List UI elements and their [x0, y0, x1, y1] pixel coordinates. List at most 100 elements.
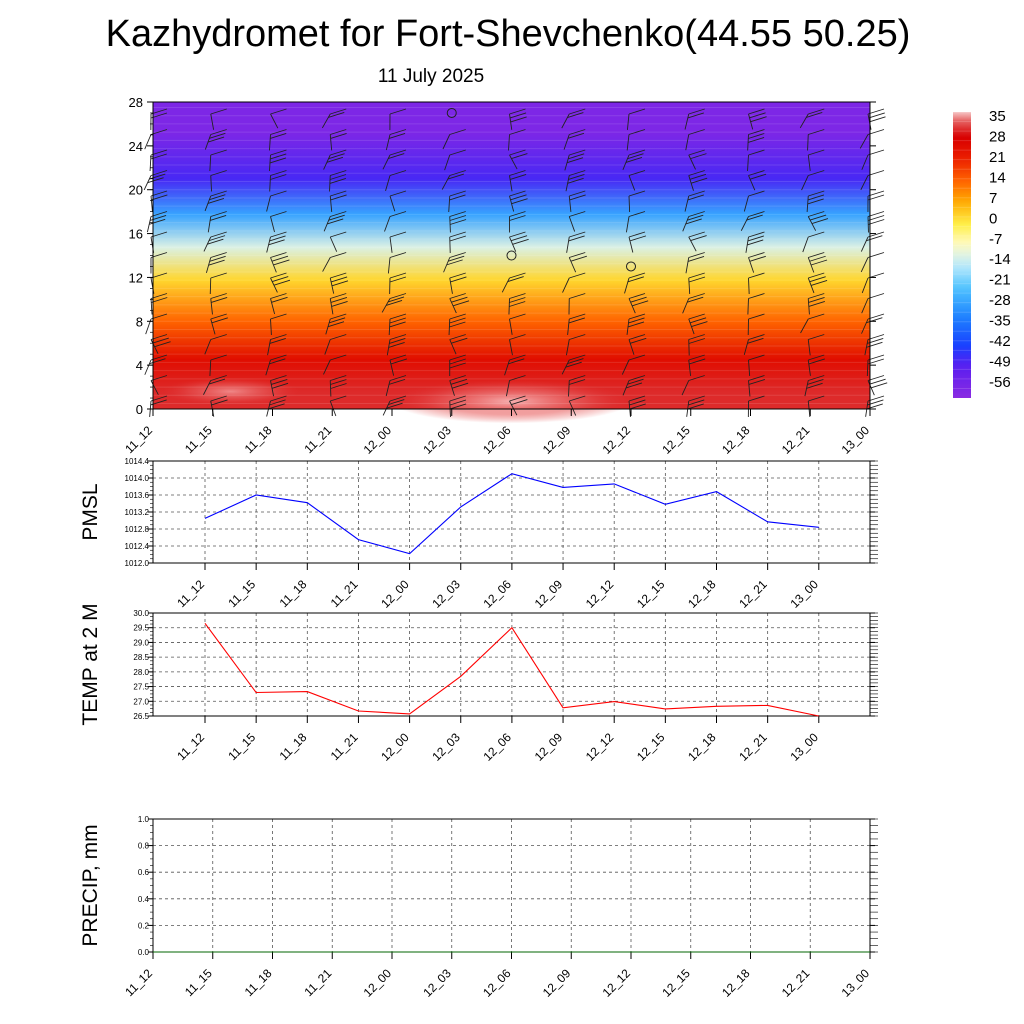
wind-barb — [802, 231, 825, 253]
wind-barb — [565, 170, 586, 192]
wind-barb — [682, 211, 705, 232]
wind-barb — [389, 231, 407, 253]
wind-barb — [144, 129, 168, 150]
wind-barb — [385, 129, 407, 151]
colorbar-label: 14 — [989, 169, 1006, 186]
colorbar-label: 21 — [989, 149, 1006, 166]
x-tick-label: 12_00 — [378, 730, 412, 764]
x-tick-label: 12_12 — [600, 423, 634, 457]
wind-barb — [807, 149, 825, 171]
wind-barb — [387, 252, 407, 274]
wind-barb — [209, 354, 227, 377]
colorbar-label: -42 — [989, 333, 1011, 350]
y-tick-label: 30.0 — [133, 609, 149, 618]
wind-barb — [509, 211, 526, 233]
y-tick-label: 1013.2 — [125, 508, 150, 517]
wind-barb — [626, 108, 646, 130]
wind-barb — [270, 252, 290, 273]
x-tick-label: 11_18 — [242, 423, 275, 456]
wind-barb — [323, 149, 347, 170]
y-tick-label: 8 — [136, 314, 143, 329]
wind-barb — [688, 313, 708, 335]
x-tick-label: 11_12 — [122, 423, 155, 456]
wind-barb — [267, 334, 287, 356]
wind-barb — [381, 293, 407, 313]
wind-barb — [207, 211, 227, 233]
wind-barb — [682, 293, 705, 314]
wind-barb — [144, 354, 168, 375]
wind-barb — [624, 272, 646, 294]
x-tick-label: 12_03 — [429, 577, 463, 611]
x-tick-label: 11_12 — [174, 730, 207, 763]
colorbar-gradient — [953, 112, 971, 398]
wind-barb — [688, 272, 706, 294]
wind-barb — [748, 272, 765, 295]
wind-barb — [861, 293, 885, 314]
wind-barb — [205, 252, 227, 274]
wind-barb — [210, 313, 228, 335]
wind-barb — [204, 129, 227, 150]
wind-barb — [807, 334, 825, 356]
wind-barb — [210, 108, 227, 130]
wind-barb — [150, 108, 168, 131]
wind-barb — [509, 149, 528, 170]
colorbar-label: -7 — [989, 231, 1002, 248]
x-tick-label: 12_00 — [361, 423, 395, 457]
wind-barb — [860, 231, 885, 252]
y-tick-label: 26.5 — [133, 712, 149, 721]
wind-barb — [867, 190, 885, 213]
wind-barb — [265, 354, 287, 376]
wind-barb — [209, 272, 227, 295]
x-tick-label: 12_15 — [659, 423, 693, 457]
wind-barb — [747, 293, 765, 315]
wind-barb — [448, 313, 466, 336]
y-tick-label: 16 — [129, 227, 143, 242]
calm-circle — [506, 250, 517, 261]
colorbar: 35 28 21 14 7 0 -7 -14 -21 -28 -35 -42 -49 -56 — [953, 108, 1011, 398]
wind-barb — [561, 354, 586, 375]
wind-barb — [748, 354, 765, 376]
wind-barb — [209, 149, 227, 171]
x-tick-label: 12_18 — [685, 730, 719, 764]
wind-barb — [688, 334, 705, 356]
wind-barb — [628, 190, 646, 213]
wind-barb — [621, 354, 646, 375]
y-tick-label: 1014.0 — [125, 474, 150, 483]
wind-barb — [568, 375, 586, 397]
series-line — [204, 622, 819, 717]
cross-section-fill — [153, 102, 870, 409]
y-axis-label: TEMP at 2 M — [79, 603, 102, 725]
colorbar-label: -49 — [989, 354, 1011, 371]
x-tick-label: 12_06 — [480, 423, 514, 457]
wind-barb — [269, 129, 287, 151]
wind-barb — [684, 190, 705, 212]
wind-barb — [807, 272, 828, 294]
chart-date: 11 July 2025 — [377, 66, 485, 87]
chart-title: Kazhydromet for Fort-Shevchenko(44.55 50… — [105, 13, 911, 55]
x-tick-label: 11_15 — [225, 577, 258, 610]
y-tick-label: 1012.0 — [125, 559, 150, 568]
wind-barb — [385, 170, 407, 191]
wind-barb — [150, 334, 171, 355]
y-tick-label: 0.4 — [138, 895, 150, 904]
wind-barb — [568, 293, 586, 315]
x-tick-label: 11_12 — [122, 966, 155, 999]
y-tick-label: 20 — [129, 183, 143, 198]
wind-barb — [628, 395, 646, 417]
x-tick-label: 11_18 — [242, 966, 275, 999]
wind-barb — [449, 375, 469, 396]
x-tick-label: 13_00 — [787, 730, 821, 764]
x-tick-label: 12_21 — [779, 966, 813, 1000]
x-tick-label: 11_12 — [174, 577, 207, 610]
x-tick-label: 13_00 — [839, 966, 873, 1000]
colorbar-label: -14 — [989, 251, 1011, 268]
wind-barb — [329, 293, 348, 315]
wind-barb — [322, 252, 347, 272]
wind-barb — [203, 375, 227, 395]
y-tick-label: 12 — [129, 270, 143, 285]
wind-barb — [867, 375, 888, 396]
wind-barb — [385, 375, 407, 397]
wind-barb — [329, 129, 347, 151]
x-tick-label: 11_21 — [302, 423, 335, 456]
wind-barb — [269, 170, 287, 192]
